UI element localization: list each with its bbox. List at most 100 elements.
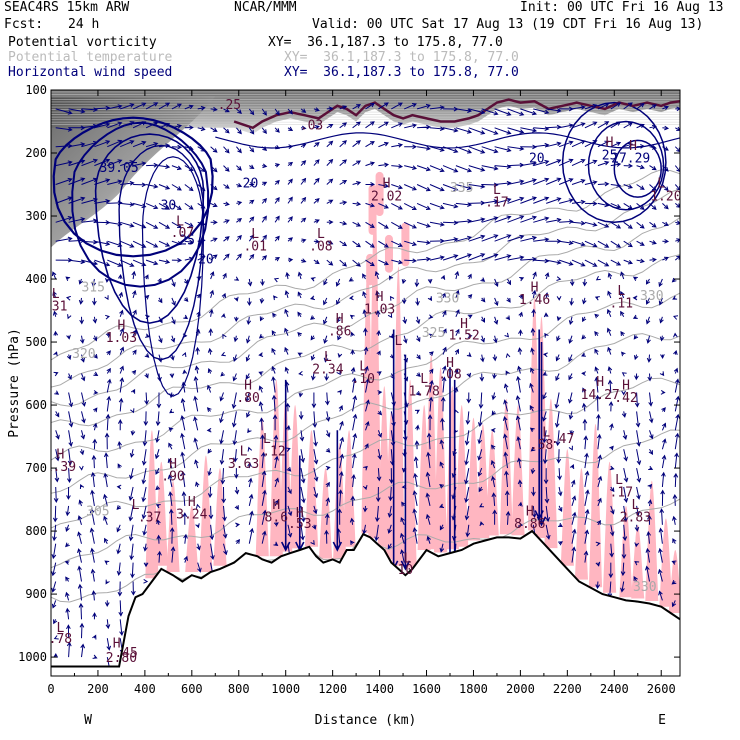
wind-arrow (442, 237, 459, 242)
wind-arrow (219, 449, 225, 465)
wind-arrow (492, 373, 497, 380)
wind-arrow (455, 235, 473, 242)
wind-arrow (623, 486, 629, 503)
wind-arrow (468, 184, 486, 189)
wind-arrow (313, 239, 320, 244)
wind-arrow (258, 333, 264, 339)
wind-arrow (339, 453, 345, 469)
wind-arrow (364, 365, 369, 374)
wind-arrow (417, 145, 431, 151)
wind-arrow (107, 259, 123, 267)
wind-arrow (490, 459, 496, 469)
pv-contour-label: H (606, 136, 614, 151)
wind-arrow (284, 366, 290, 374)
wind-arrow (132, 202, 147, 209)
wind-arrow (106, 395, 112, 412)
field-theta-xy: XY= 36.1,187.3 to 175.8, 77.0 (284, 50, 519, 65)
wind-arrow (467, 273, 472, 280)
wind-arrow (93, 354, 98, 359)
wind-arrow (507, 108, 525, 116)
wind-arrow (68, 217, 86, 223)
wind-arrow (90, 471, 96, 488)
wind-arrow (107, 221, 123, 227)
wind-arrow (104, 537, 109, 544)
wind-arrow (596, 433, 602, 450)
pv-contour-label: .78 (49, 632, 72, 647)
wind-arrow (117, 273, 123, 280)
valid-time: Valid: 00 UTC Sat 17 Aug 13 (19 CDT Fri … (312, 17, 704, 32)
wind-arrow (209, 524, 215, 541)
field-wind-name: Horizontal wind speed (8, 65, 173, 80)
strong-vertical-wind-arrow (536, 342, 547, 527)
wind-arrow (107, 104, 123, 110)
wind-arrow (428, 396, 434, 412)
pv-contour-label: L (251, 227, 259, 242)
wind-arrow (428, 314, 434, 319)
wind-arrow (132, 309, 137, 318)
wind-arrow (376, 329, 381, 336)
wind-arrow (219, 430, 224, 445)
pv-plume (185, 505, 199, 572)
wind-arrow (413, 456, 419, 469)
wind-arrow (503, 433, 508, 450)
wind-arrow (183, 533, 188, 544)
wind-arrow (313, 159, 320, 166)
wind-arrow (55, 160, 73, 167)
wind-arrow (559, 219, 574, 225)
wind-arrow (404, 184, 417, 191)
wind-arrow (119, 365, 124, 374)
wind-arrow (584, 259, 598, 267)
wind-arrow (584, 159, 598, 167)
wind-arrow (429, 202, 445, 210)
wind-arrow (581, 371, 587, 376)
pv-contour-label: H (113, 637, 121, 652)
wind-arrow (324, 513, 330, 525)
wind-arrow (103, 452, 109, 469)
pv-contour-label: .47 (551, 432, 574, 447)
pv-contour-label: H (376, 290, 384, 305)
wind-arrow (571, 220, 586, 226)
wind-arrow (223, 165, 230, 172)
wind-arrow (131, 270, 137, 280)
wind-arrow (195, 523, 200, 529)
pv-plume (213, 468, 227, 566)
wind-arrow (352, 181, 362, 186)
wind-arrow (558, 178, 574, 185)
wind-arrow (597, 181, 610, 187)
wind-arrow (416, 184, 431, 192)
wind-arrow (529, 382, 534, 393)
wind-arrow (621, 543, 627, 560)
wind-arrow (570, 479, 576, 488)
wind-arrow (309, 295, 316, 301)
wind-arrow (517, 347, 523, 355)
wind-arrow (210, 237, 218, 242)
wind-arrow (104, 600, 110, 608)
wind-arrow (455, 127, 473, 134)
wind-arrow (480, 316, 485, 323)
pv-contour-label: H (272, 498, 280, 513)
wind-arrow (378, 183, 390, 189)
wind-arrow (143, 562, 149, 568)
wind-arrow (558, 158, 574, 167)
wind-arrow (454, 348, 459, 355)
wind-arrow (325, 448, 331, 453)
pv-plume (319, 468, 333, 559)
wind-arrow (287, 524, 293, 538)
wind-arrow (155, 504, 161, 509)
wind-arrow (260, 278, 265, 287)
wind-arrow (223, 236, 230, 242)
wind-arrow (313, 177, 320, 185)
wind-arrow (391, 202, 403, 210)
y-tick-label: 500 (25, 335, 47, 349)
pv-contour-label: H (169, 457, 177, 472)
wind-arrow (64, 560, 70, 565)
pv-plume (199, 455, 213, 572)
wind-arrow (597, 202, 610, 208)
wind-arrow (542, 371, 548, 376)
wind-arrow (231, 392, 237, 410)
wind-arrow (145, 121, 159, 129)
wind-arrow (516, 375, 521, 393)
wind-arrow (455, 146, 472, 154)
wind-arrow (520, 196, 537, 204)
wind-arrow (377, 430, 382, 438)
